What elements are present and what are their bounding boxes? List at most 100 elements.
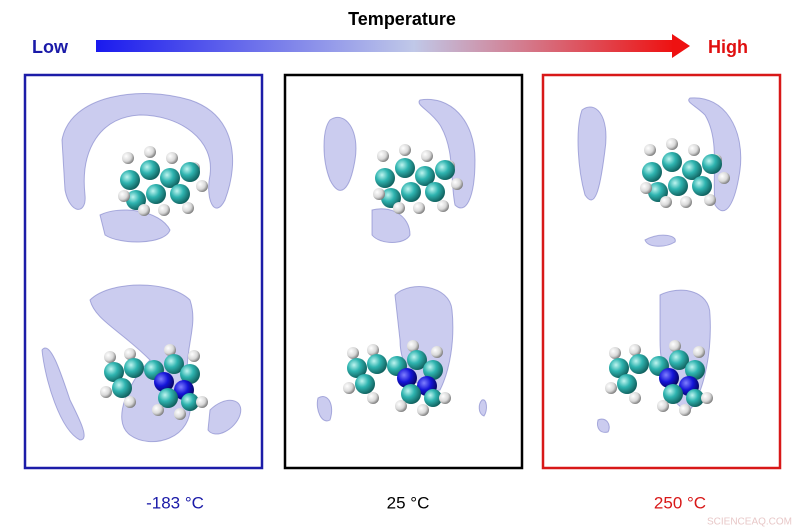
atom [395, 158, 415, 178]
atom [407, 350, 427, 370]
atom [660, 196, 672, 208]
atom [158, 204, 170, 216]
atom [174, 408, 186, 420]
atom [182, 202, 194, 214]
atom [355, 374, 375, 394]
atom [146, 184, 166, 204]
panel-label: 25 °C [387, 493, 430, 512]
atom [124, 396, 136, 408]
atom [158, 388, 178, 408]
atom [138, 204, 150, 216]
atom [669, 340, 681, 352]
atom [104, 351, 116, 363]
atom [347, 347, 359, 359]
atom [375, 168, 395, 188]
atom [609, 347, 621, 359]
atom [160, 168, 180, 188]
atom [644, 144, 656, 156]
atom [701, 392, 713, 404]
atom [609, 358, 629, 378]
atom [617, 374, 637, 394]
atom [140, 160, 160, 180]
atom [166, 152, 178, 164]
atom [164, 354, 184, 374]
atom [417, 404, 429, 416]
atom [181, 393, 199, 411]
panel-label: 250 °C [654, 493, 706, 512]
atom [120, 170, 140, 190]
atom [180, 364, 200, 384]
atom [196, 180, 208, 192]
panel-label: -183 °C [146, 493, 204, 512]
atom [682, 160, 702, 180]
atom [154, 372, 174, 392]
atom [431, 346, 443, 358]
atom [104, 362, 124, 382]
low-label: Low [32, 37, 69, 57]
atom [640, 182, 652, 194]
atom [685, 360, 705, 380]
atom [124, 348, 136, 360]
atom [122, 152, 134, 164]
atom [415, 166, 435, 186]
atom [401, 384, 421, 404]
atom [642, 162, 662, 182]
atom [688, 144, 700, 156]
atom [367, 354, 387, 374]
atom [180, 162, 200, 182]
atom [686, 389, 704, 407]
atom [124, 358, 144, 378]
atom [196, 396, 208, 408]
atom [144, 146, 156, 158]
atom [680, 196, 692, 208]
atom [704, 194, 716, 206]
panel-mid [283, 73, 524, 470]
atom [668, 176, 688, 196]
atom [629, 392, 641, 404]
atom [397, 368, 417, 388]
atom [399, 144, 411, 156]
atom [629, 354, 649, 374]
atom [347, 358, 367, 378]
atom [100, 386, 112, 398]
atom [692, 176, 712, 196]
atom [439, 392, 451, 404]
atom [188, 350, 200, 362]
temperature-arrow [96, 40, 674, 52]
atom [377, 150, 389, 162]
atom [423, 360, 443, 380]
atom [663, 384, 683, 404]
atom [373, 188, 385, 200]
atom [451, 178, 463, 190]
atom [343, 382, 355, 394]
atom [152, 404, 164, 416]
panel-high [541, 73, 782, 470]
atom [367, 344, 379, 356]
atom [118, 190, 130, 202]
atom [413, 202, 425, 214]
atom [702, 154, 722, 174]
atom [662, 152, 682, 172]
panel-low [23, 73, 264, 470]
atom [666, 138, 678, 150]
arrow-head [672, 34, 690, 58]
atom [424, 389, 442, 407]
atom [367, 392, 379, 404]
atom [395, 400, 407, 412]
atom [407, 340, 419, 352]
atom [437, 200, 449, 212]
title: Temperature [348, 9, 456, 29]
atom [421, 150, 433, 162]
atom [393, 202, 405, 214]
atom [659, 368, 679, 388]
atom [170, 184, 190, 204]
atom [401, 182, 421, 202]
atom [425, 182, 445, 202]
density-surfaces [41, 93, 742, 443]
watermark: SCIENCEAQ.COM [707, 517, 792, 528]
atom [629, 344, 641, 356]
atom [605, 382, 617, 394]
high-label: High [708, 37, 748, 57]
